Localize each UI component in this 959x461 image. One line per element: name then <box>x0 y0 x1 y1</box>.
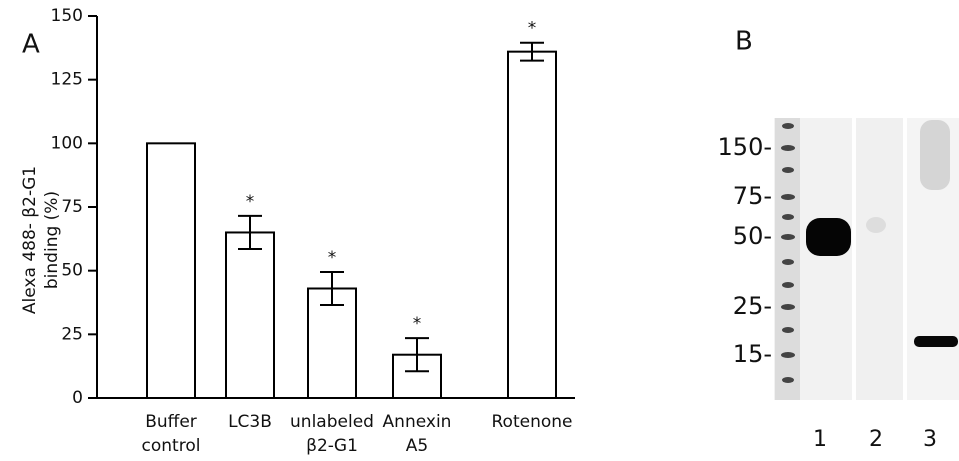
y-tick-label: 0 <box>72 388 83 408</box>
x-tick-label: unlabeled <box>290 412 374 432</box>
lane-label: 2 <box>869 427 883 452</box>
panel-label: B <box>735 27 753 57</box>
y-tick-label: 150 <box>51 6 83 26</box>
band <box>806 218 851 256</box>
x-tick-label: β2-G1 <box>306 436 358 456</box>
significance-mark: * <box>328 248 337 268</box>
x-tick-label: A5 <box>406 436 428 456</box>
y-tick-label: 25 <box>61 324 83 344</box>
significance-mark: * <box>528 19 537 39</box>
bar <box>226 232 274 398</box>
panel-label: A <box>22 30 40 60</box>
band <box>914 336 958 347</box>
y-tick-label: 75 <box>61 197 83 217</box>
marker-label: 150- <box>718 133 772 161</box>
x-tick-label: Buffer <box>145 412 197 432</box>
figure: A B 0 25 50 75 100 125 150 Alexa 488- β2-G1bind… <box>0 0 959 461</box>
bar <box>147 143 195 398</box>
marker-label: 25- <box>733 292 772 320</box>
significance-mark: * <box>413 314 422 334</box>
bar <box>508 52 556 398</box>
y-tick-label: 50 <box>61 261 83 281</box>
lane-label: 3 <box>923 427 937 452</box>
marker-label: 75- <box>733 182 772 210</box>
blot <box>774 118 959 400</box>
x-tick-label: Annexin <box>383 412 452 432</box>
x-tick-label: LC3B <box>228 412 272 432</box>
x-tick-label: Rotenone <box>492 412 573 432</box>
y-tick-label: 100 <box>51 133 83 153</box>
marker-label: 15- <box>733 340 772 368</box>
y-tick-label: 125 <box>51 70 83 90</box>
x-tick-label: control <box>142 436 201 456</box>
band <box>866 217 886 233</box>
lane-label: 1 <box>813 427 827 452</box>
smear <box>920 120 950 190</box>
blot-membrane <box>856 118 903 400</box>
y-axis-label: Alexa 488- β2-G1 <box>20 166 40 314</box>
marker-label: 50- <box>733 222 772 250</box>
y-axis-label: binding (%) <box>42 191 62 289</box>
significance-mark: * <box>246 192 255 212</box>
